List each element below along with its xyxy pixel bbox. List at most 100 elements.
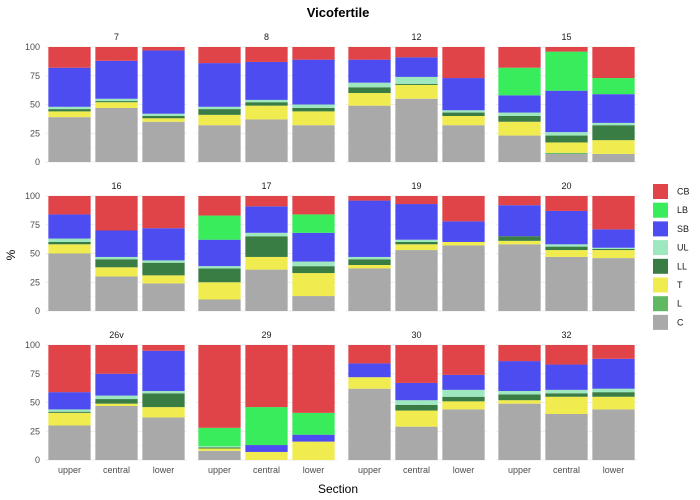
bar-segment-UL (442, 110, 485, 113)
bar-stack-upper (348, 345, 391, 460)
bar-stack-central (545, 345, 588, 460)
bar-segment-LL (395, 242, 438, 245)
bar-segment-T (498, 240, 541, 245)
bar-segment-T (292, 441, 335, 460)
bar-segment-LL (348, 259, 391, 265)
bar-segment-SB (198, 63, 241, 107)
bar-segment-LL (48, 109, 91, 112)
bar-segment-SB (348, 363, 391, 378)
panel-12: 12 (346, 32, 487, 163)
bar-segment-C (395, 98, 438, 162)
bar-segment-CB (592, 196, 635, 230)
bar-segment-LL (592, 248, 635, 251)
bar-segment-CB (348, 47, 391, 60)
bar-segment-C (95, 107, 138, 162)
bar-segment-UL (592, 247, 635, 249)
bar-segment-SB (95, 373, 138, 396)
bar-segment-LL (292, 107, 335, 112)
bar-stack-lower (592, 345, 635, 460)
bar-segment-UL (592, 122, 635, 126)
bar-segment-T (95, 267, 138, 277)
bar-segment-CB (292, 47, 335, 60)
bar-segment-C (48, 117, 91, 162)
bar-segment-LB (198, 427, 241, 447)
panel-29: 29 upper central lower (196, 330, 337, 475)
bar-segment-C (592, 258, 635, 311)
bar-segment-SB (395, 204, 438, 240)
bar-segment-SB (245, 445, 288, 452)
bar-segment-SB (442, 221, 485, 242)
bar-stack-upper (498, 47, 541, 162)
bar-stack-upper (498, 345, 541, 460)
bar-segment-LL (498, 236, 541, 241)
bar-stack-upper (198, 345, 241, 460)
strip-label: 17 (261, 181, 271, 191)
legend-label: L (677, 299, 682, 309)
bar-segment-CB (198, 345, 241, 428)
bar-segment-LL (245, 236, 288, 257)
bar-segment-C (142, 417, 185, 460)
bar-segment-CB (142, 345, 185, 351)
strip-label: 15 (561, 32, 571, 42)
bar-segment-C (292, 296, 335, 311)
bar-stack-lower (142, 345, 185, 460)
bar-segment-LL (545, 135, 588, 143)
bar-segment-UL (545, 132, 588, 136)
strip-label: 8 (264, 32, 269, 42)
chart-title: Vicofertile (307, 5, 370, 20)
bar-segment-T (48, 111, 91, 118)
bar-segment-UL (142, 391, 185, 394)
bar-segment-T (545, 142, 588, 153)
bar-segment-CB (245, 196, 288, 207)
bar-segment-SB (142, 350, 185, 391)
bar-segment-LB (245, 407, 288, 446)
legend-key (653, 240, 668, 256)
bar-segment-UL (198, 106, 241, 110)
bar-segment-SB (48, 392, 91, 410)
bar-segment-LL (292, 266, 335, 274)
x-axis-title: Section (318, 482, 358, 496)
bar-segment-LL (592, 125, 635, 141)
bar-stack-upper (48, 47, 91, 162)
bar-stack-lower (292, 345, 335, 460)
bar-segment-SB (292, 232, 335, 262)
bar-segment-UL (292, 261, 335, 267)
x-tick-label: lower (303, 465, 325, 475)
bar-segment-T (592, 396, 635, 410)
bar-stack-upper (498, 196, 541, 311)
legend-key (653, 202, 668, 218)
x-tick-label: central (253, 465, 280, 475)
x-tick-label: lower (453, 465, 475, 475)
legend-key (653, 184, 668, 199)
bar-segment-T (442, 116, 485, 126)
bar-segment-SB (395, 382, 438, 401)
bar-segment-UL (198, 266, 241, 269)
bar-segment-CB (498, 345, 541, 362)
bar-segment-LL (95, 399, 138, 404)
bar-segment-SB (245, 61, 288, 100)
x-tick-label: lower (153, 465, 175, 475)
bar-segment-C (198, 450, 241, 460)
bar-segment-UL (48, 409, 91, 412)
bar-segment-SB (545, 90, 588, 133)
bar-segment-CB (395, 47, 438, 58)
bar-segment-CB (545, 47, 588, 52)
bar-segment-CB (592, 345, 635, 359)
strip-label: 29 (261, 330, 271, 340)
y-tick-label: 75 (30, 369, 40, 379)
legend-item-CB: CB (653, 184, 690, 199)
bar-segment-LL (395, 404, 438, 411)
strip-label: 7 (114, 32, 119, 42)
bar-segment-UL (142, 260, 185, 263)
legend-key (653, 221, 668, 237)
bar-segment-T (198, 114, 241, 126)
bar-segment-UL (95, 256, 138, 260)
bar-segment-C (545, 414, 588, 460)
bar-segment-T (198, 448, 241, 451)
bar-stack-upper (348, 196, 391, 311)
bar-segment-CB (95, 196, 138, 231)
panel-19: 19 (346, 181, 487, 312)
bar-stack-upper (48, 345, 91, 460)
bar-segment-CB (245, 345, 288, 408)
bar-segment-SB (142, 50, 185, 114)
